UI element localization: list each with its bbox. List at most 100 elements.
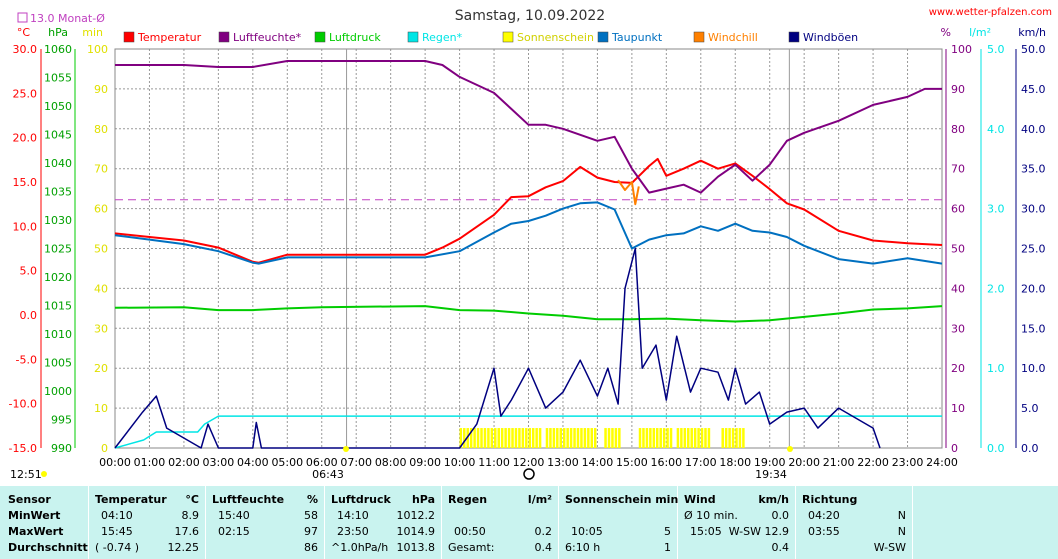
sun-axis-tick: 100 (87, 43, 108, 56)
x-axis-tick: 07:00 (340, 456, 372, 469)
sunshine-bar (655, 428, 659, 448)
x-axis-tick: 11:00 (478, 456, 510, 469)
sunshine-bar (504, 428, 507, 448)
pressure-axis-tick: 1045 (44, 129, 72, 142)
rain-axis-tick: 3.0 (987, 203, 1005, 216)
dir-max-time: 03:55 (808, 525, 840, 538)
dir-min-time: 04:20 (808, 509, 840, 522)
sunshine-bar (497, 428, 500, 448)
sun-avg-value: 1 (664, 541, 671, 554)
temp-axis-tick: -10.0 (9, 398, 37, 411)
sunshine-bar (697, 428, 700, 448)
temp-axis-tick: 10.0 (13, 220, 38, 233)
sunshine-bar (528, 428, 531, 448)
humidity-axis-tick: 60 (951, 203, 965, 216)
weather-chart: 30.0 25.0 20.0 15.0 10.0 5.0 0.0 -5.0 -10.0 -15.0… (9, 7, 1052, 481)
temp-axis-tick: -5.0 (16, 353, 37, 366)
temp-axis-tick: 0.0 (20, 309, 38, 322)
monthly-avg-label: 13.0 Monat-Ø (30, 12, 105, 25)
row-label-avg: Durchschnitt (8, 541, 88, 554)
wind-max-value: W-SW 12.9 (728, 525, 789, 538)
hum-min-time: 15:40 (218, 509, 250, 522)
sunshine-bar (580, 428, 583, 448)
pressure-axis-tick: 1050 (44, 100, 72, 113)
sunshine-bar (566, 428, 569, 448)
sunshine-bar (604, 428, 607, 448)
legend-label: Luftdruck (329, 31, 381, 44)
rain-axis-tick: 0.0 (987, 442, 1005, 455)
rain-total-label: Gesamt: (448, 541, 495, 554)
sunshine-bar (562, 428, 566, 448)
sunshine-bar (483, 428, 487, 448)
stats-col-wind: Wind km/h Ø 10 min. 0.0 15:05 W-SW 12.9 0.4 (678, 486, 796, 559)
legend-swatch (314, 31, 326, 43)
humidity-axis-tick: 40 (951, 282, 965, 295)
header-temperatur: Temperatur (95, 493, 167, 506)
unit-temp-label: °C (17, 26, 31, 39)
temp-axis-tick: 30.0 (13, 43, 38, 56)
noon-marker (523, 468, 535, 480)
humidity-axis-tick: 30 (951, 322, 965, 335)
stats-col-luftfeuchte: Luftfeuchte% 15:40 58 02:15 97 86 (206, 486, 325, 559)
wind-axis-tick: 30.0 (1021, 203, 1046, 216)
pressure-axis-tick: 1055 (44, 72, 72, 85)
sun-axis-tick: 70 (94, 163, 108, 176)
sunshine-bar (511, 428, 514, 448)
humidity-axis-tick: 20 (951, 362, 965, 375)
sunshine-bar (676, 428, 680, 448)
wind-axis-tick: 25.0 (1021, 243, 1046, 256)
hum-max-time: 02:15 (218, 525, 250, 538)
sunshine-bar (587, 428, 590, 448)
x-axis-tick: 19:00 (754, 456, 786, 469)
sunshine-bar (731, 428, 735, 448)
x-axis-tick: 06:00 (306, 456, 338, 469)
press-min-time: 14:10 (337, 509, 369, 522)
sunshine-bar (549, 428, 552, 448)
stats-col-sonne: Sonnenschein min 10:05 5 6:10 h 1 (559, 486, 678, 559)
sunshine-bar (683, 428, 687, 448)
sunshine-bar (728, 428, 731, 448)
x-axis-tick: 12:00 (513, 456, 545, 469)
sunshine-bar (662, 428, 666, 448)
sunshine-bar (521, 428, 525, 448)
update-time: 12:51 (10, 468, 42, 481)
series-taupunkt-line (114, 201, 943, 265)
sunshine-bar (476, 428, 480, 448)
sunshine-bar (693, 428, 697, 448)
wind-axis-tick: 20.0 (1021, 282, 1046, 295)
temp-avg-value: 12.25 (167, 541, 200, 554)
temp-axis-tick: -15.0 (9, 442, 37, 455)
temp-min-value: 8.9 (181, 509, 200, 522)
press-trend: ^1.0hPa/h (331, 541, 389, 554)
rain-axis-tick: 2.0 (987, 282, 1005, 295)
sunshine-bar (466, 428, 469, 448)
sunshine-bar (487, 428, 490, 448)
sunshine-bar (707, 428, 711, 448)
sunshine-bar (687, 428, 690, 448)
sunshine-bar (680, 428, 683, 448)
sunshine-bar (735, 428, 738, 448)
chart-title: Samstag, 10.09.2022 (455, 8, 605, 24)
sun-axis-tick: 10 (94, 402, 108, 415)
legend-swatch (502, 31, 514, 43)
sun-axis-tick: 30 (94, 322, 108, 335)
series-temperatur-line (114, 157, 943, 264)
sun-axis-tick: 0 (101, 442, 108, 455)
sunshine-bar (614, 428, 618, 448)
series-luftfeuchte-line (115, 60, 942, 194)
humidity-axis-tick: 70 (951, 163, 965, 176)
temp-axis-tick: 25.0 (13, 87, 38, 100)
stats-col-luftdruck: Luftdruck hPa 14:10 1012.2 23:50 1014.9 ^1.… (325, 486, 442, 559)
sun-total: 6:10 h (565, 541, 601, 554)
sun-max-value: 5 (664, 525, 671, 538)
press-min-value: 1012.2 (396, 509, 436, 522)
x-axis-tick: 14:00 (582, 456, 614, 469)
sunshine-bar (666, 428, 669, 448)
row-label-max: MaxWert (8, 525, 64, 538)
sunset-label: 19:34 (755, 468, 787, 481)
unit-luftfeuchte: % (306, 493, 318, 506)
row-label-min: MinWert (8, 509, 61, 522)
humidity-axis-tick: 80 (951, 123, 965, 136)
sunshine-bar (538, 428, 542, 448)
pressure-axis-tick: 1030 (44, 214, 72, 227)
